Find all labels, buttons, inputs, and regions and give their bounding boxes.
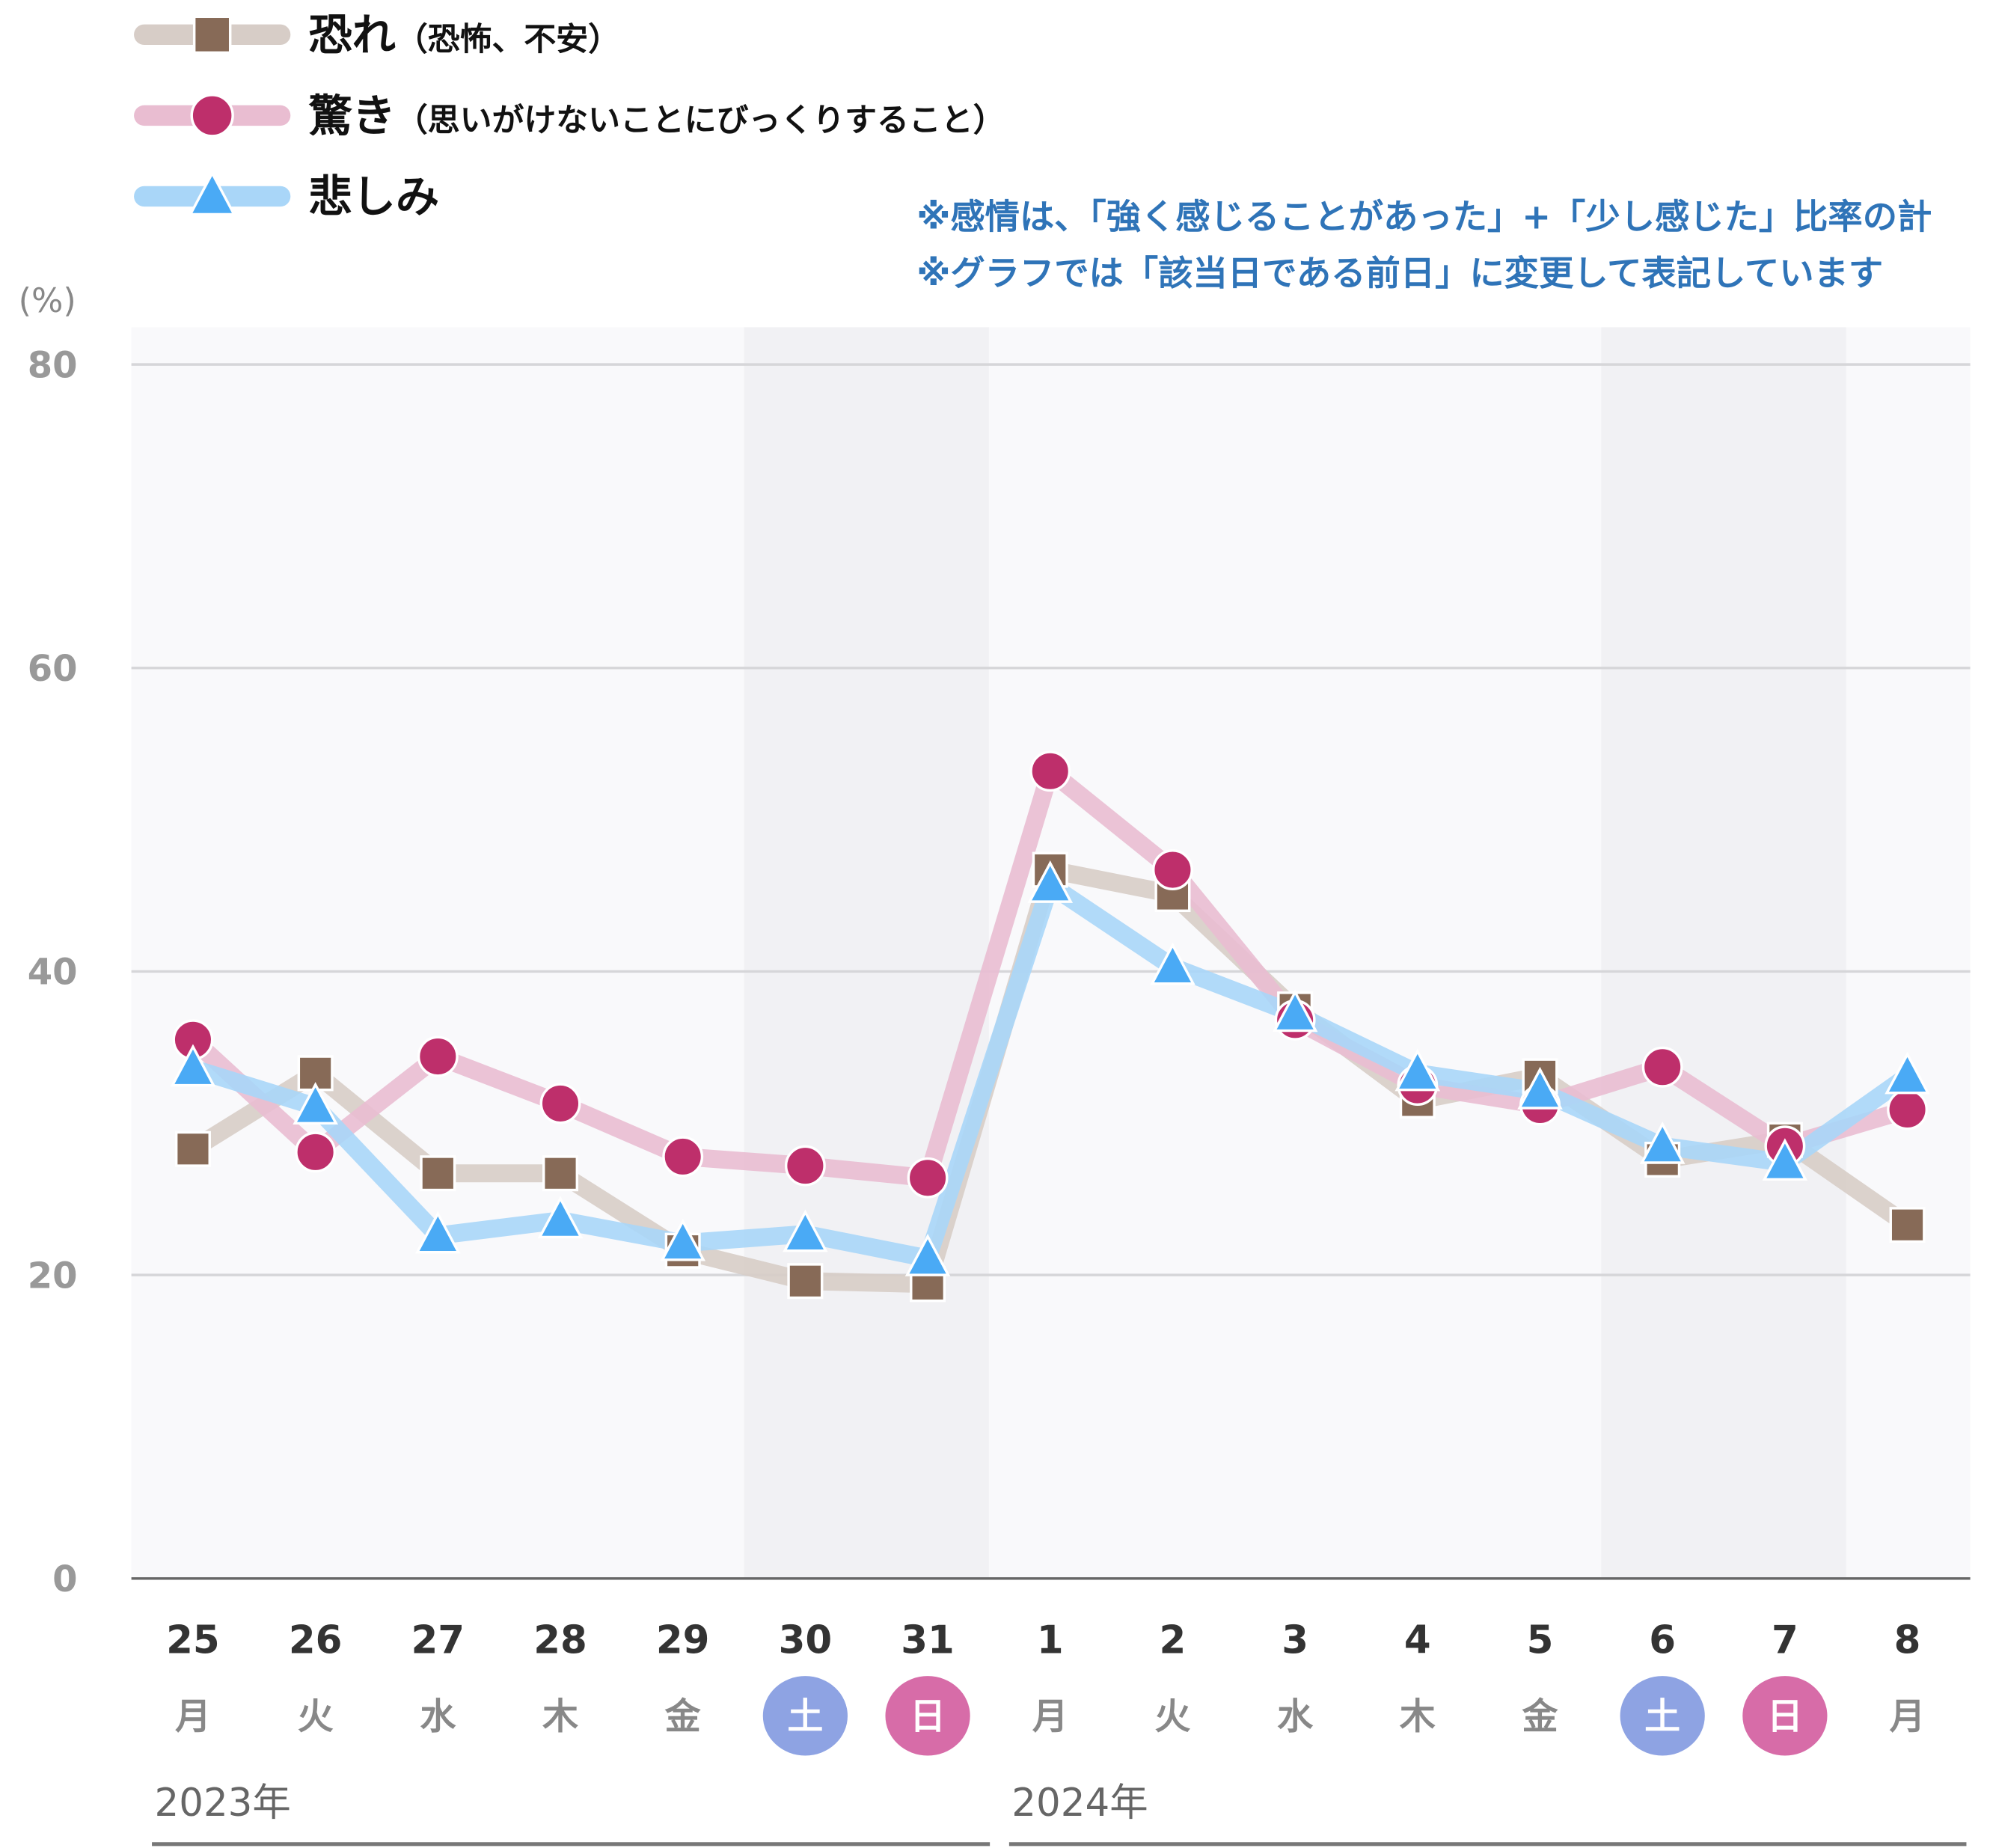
x-tick-weekday: 日 — [1767, 1695, 1803, 1737]
data-point — [1762, 1138, 1808, 1181]
data-point — [293, 1082, 338, 1125]
legend-marker-circle-icon — [190, 94, 234, 138]
year-label-2023: 2023年 — [154, 1781, 290, 1826]
data-point — [295, 1131, 337, 1173]
x-tick-day: 3 — [1282, 1618, 1308, 1662]
data-point — [660, 1218, 706, 1261]
data-point — [1885, 1051, 1930, 1095]
note-line-2: ※グラフでは「該当日である前日」に変更して表記しています — [916, 253, 1883, 293]
sunday-badge — [1742, 1676, 1828, 1756]
data-point — [907, 1157, 949, 1199]
x-tick-weekday: 木 — [542, 1695, 578, 1737]
x-tick-weekday: 月 — [175, 1695, 211, 1737]
data-point — [1517, 1066, 1563, 1110]
x-tick-weekday: 水 — [420, 1695, 456, 1737]
x-tick-day: 4 — [1404, 1618, 1431, 1662]
x-tick-day: 8 — [1894, 1618, 1921, 1662]
x-tick-weekday: 木 — [1400, 1695, 1436, 1737]
x-tick-day: 29 — [656, 1618, 710, 1662]
data-point — [784, 1145, 826, 1187]
data-point — [542, 1155, 579, 1192]
data-point — [1887, 1089, 1929, 1130]
weekend-band — [744, 327, 989, 1579]
x-tick-day: 31 — [901, 1618, 955, 1662]
x-tick-day: 2 — [1160, 1618, 1187, 1662]
data-point — [417, 1035, 459, 1077]
data-point — [1394, 1048, 1441, 1092]
legend-label: 驚き（思いがけないことにびっくりすること） — [308, 91, 1005, 141]
data-point — [662, 1136, 704, 1178]
data-point — [420, 1155, 456, 1192]
legend-item: 悲しみ — [134, 170, 439, 222]
data-point — [415, 1211, 461, 1254]
x-tick-weekday: 金 — [1521, 1695, 1558, 1737]
x-tick-weekday: 月 — [1890, 1695, 1926, 1737]
markers-triangle — [170, 860, 1930, 1276]
saturday-badge — [762, 1676, 848, 1756]
x-tick-weekday: 火 — [298, 1695, 334, 1737]
sunday-badge — [885, 1676, 970, 1756]
legend-marker-square-icon — [192, 15, 232, 55]
x-tick-weekday: 金 — [664, 1695, 702, 1737]
data-point — [1889, 1207, 1926, 1243]
x-tick-day: 1 — [1037, 1618, 1064, 1662]
data-point — [170, 1044, 216, 1087]
data-point — [1151, 849, 1193, 891]
x-tick-weekday: 水 — [1277, 1695, 1314, 1737]
y-tick-label: 40 — [28, 952, 78, 994]
y-tick-label: 60 — [28, 648, 78, 690]
x-tick-day: 7 — [1772, 1618, 1798, 1662]
x-ticks: 25 月 26 火 27 水 28 木 29 金 30 土 31 日 1 月 2 火 3 水 4 木 5 金 6 土 7 日 8 月 — [166, 1618, 1926, 1756]
y-ticks: 0 20 40 60 80 — [28, 344, 78, 1600]
saturday-badge — [1620, 1676, 1705, 1756]
plot-background — [131, 327, 1971, 1579]
x-tick-weekday: 土 — [1644, 1695, 1680, 1737]
x-tick-weekday: 土 — [787, 1695, 823, 1737]
data-point — [1150, 942, 1195, 985]
legend-label: 恐れ（恐怖、不安） — [308, 10, 620, 61]
data-point — [783, 1209, 828, 1252]
y-tick-label: 80 — [28, 344, 78, 386]
y-tick-label: 20 — [28, 1255, 78, 1297]
x-tick-day: 30 — [779, 1618, 833, 1662]
x-tick-day: 28 — [533, 1618, 587, 1662]
x-tick-day: 6 — [1649, 1618, 1676, 1662]
x-tick-weekday: 火 — [1154, 1695, 1190, 1737]
legend-label: 悲しみ — [308, 171, 439, 222]
data-point — [539, 1083, 581, 1125]
data-point — [1639, 1121, 1686, 1164]
data-point — [1641, 1046, 1683, 1088]
legend: 恐れ（恐怖、不安） 驚き（思いがけないことにびっくりすること） 悲しみ — [134, 10, 1005, 222]
series-lines — [170, 750, 1930, 1303]
x-tick-weekday: 月 — [1032, 1695, 1068, 1737]
x-tick-day: 27 — [411, 1618, 465, 1662]
note-line-1: ※感情は、「強く感じることがあった」+「少し感じた」比率の計 — [916, 196, 1932, 236]
legend-item: 驚き（思いがけないことにびっくりすること） — [134, 91, 1005, 141]
x-tick-day: 25 — [166, 1618, 220, 1662]
gridlines — [131, 363, 1971, 1580]
legend-marker-triangle-icon — [188, 170, 236, 216]
legend-item: 恐れ（恐怖、不安） — [134, 10, 620, 61]
x-tick-weekday: 日 — [910, 1695, 946, 1737]
data-point — [1029, 750, 1071, 792]
year-label-2024: 2024年 — [1011, 1781, 1148, 1826]
data-point — [1272, 989, 1318, 1032]
y-axis-label: (%) — [19, 281, 76, 320]
data-point — [787, 1263, 824, 1300]
y-tick-label: 0 — [52, 1558, 77, 1600]
x-tick-day: 5 — [1527, 1618, 1554, 1662]
x-tick-day: 26 — [289, 1618, 343, 1662]
data-point — [537, 1196, 584, 1239]
data-point — [174, 1130, 211, 1167]
weekend-band — [1601, 327, 1846, 1579]
data-point — [1027, 860, 1074, 903]
data-point — [904, 1234, 951, 1276]
